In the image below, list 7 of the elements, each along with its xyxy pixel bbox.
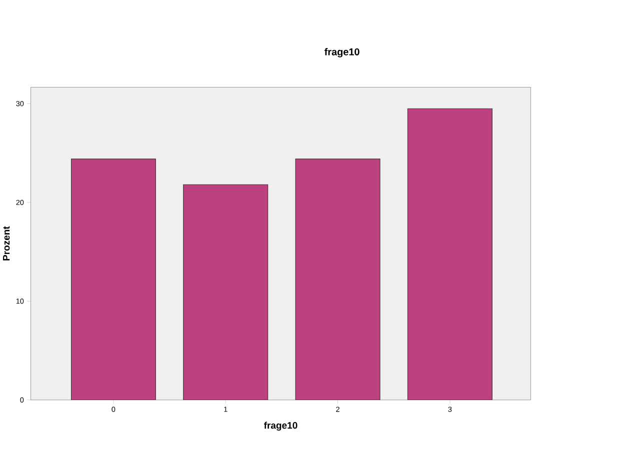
bar xyxy=(71,158,156,400)
y-axis-title: Prozent xyxy=(3,226,10,260)
bar xyxy=(407,108,492,400)
x-axis-title: frage10 xyxy=(264,422,298,431)
chart-title: frage10 xyxy=(324,48,360,58)
bar xyxy=(183,184,268,400)
bar xyxy=(295,158,380,400)
